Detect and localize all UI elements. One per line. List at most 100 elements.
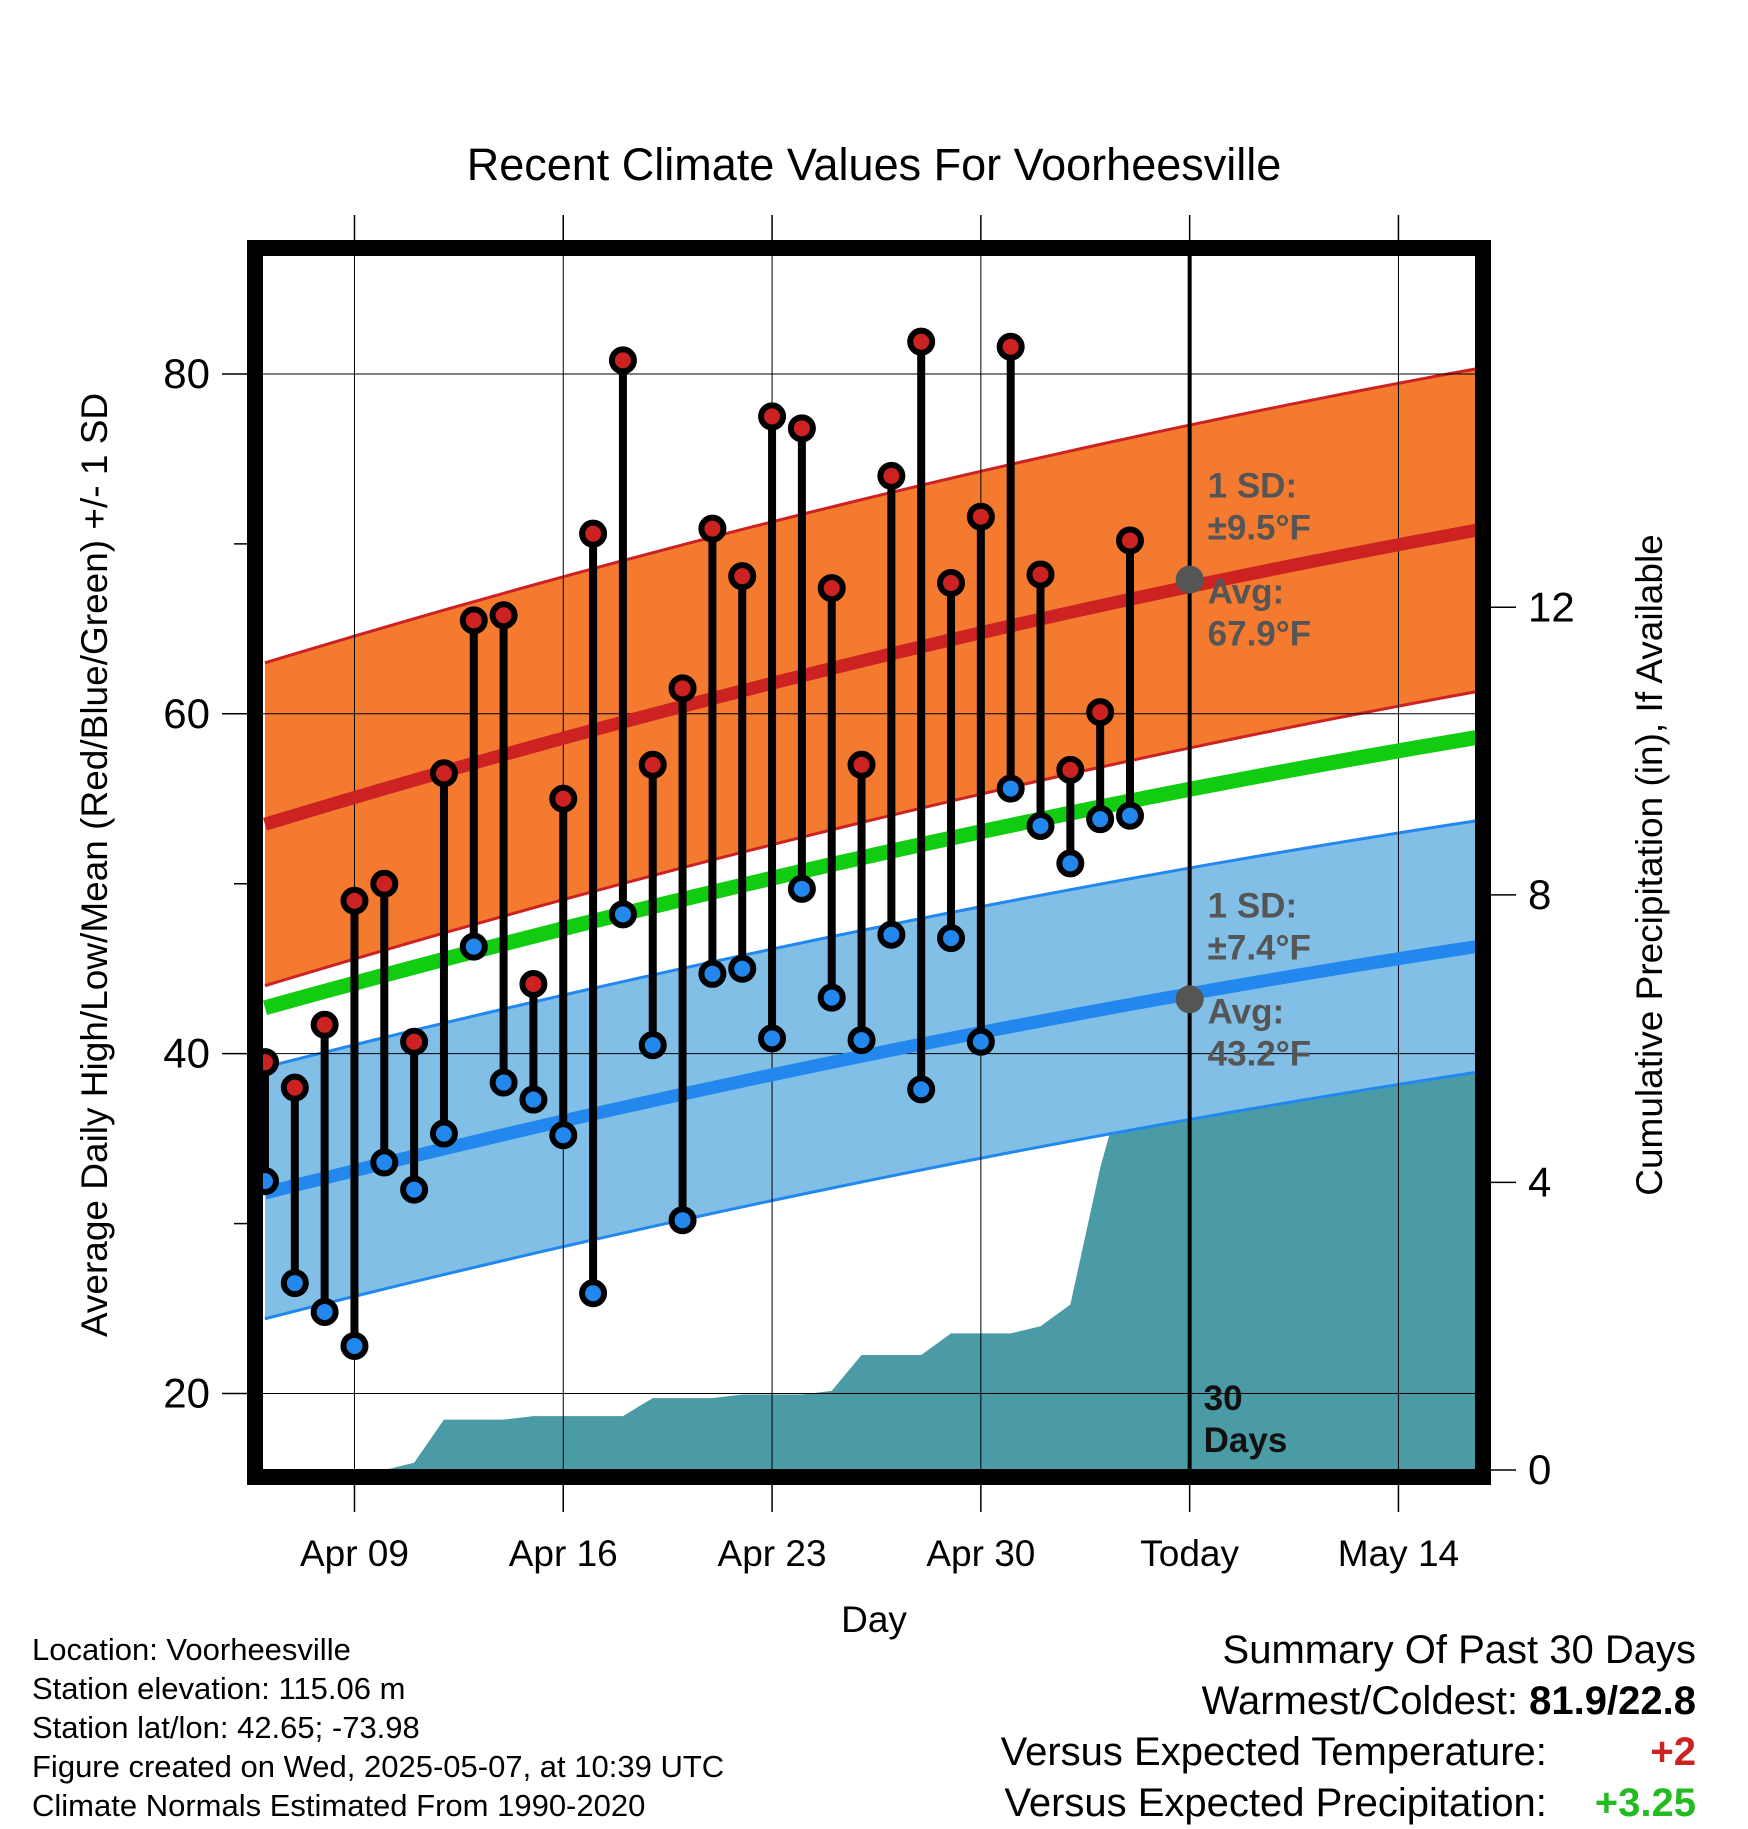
y-tick-label: 20 xyxy=(163,1370,210,1417)
observed-low-point xyxy=(400,1175,429,1204)
observed-high-point xyxy=(877,461,906,490)
summary-warmcold: Warmest/Coldest: 81.9/22.8 xyxy=(1001,1676,1696,1727)
observed-high-point xyxy=(966,502,995,531)
observed-high-point xyxy=(1086,698,1115,727)
observed-high-point xyxy=(758,402,787,431)
observed-low-point xyxy=(847,1026,876,1055)
low-sd-band xyxy=(264,820,1476,1319)
observed-low-point xyxy=(459,932,488,961)
observed-high-point xyxy=(937,568,966,597)
observed-high-point xyxy=(847,750,876,779)
y2-tick-label: 12 xyxy=(1528,583,1575,630)
chart-title: Recent Climate Values For Voorheesville xyxy=(467,139,1282,190)
observed-high-point xyxy=(907,327,936,356)
observed-high-point xyxy=(1115,526,1144,555)
observed-low-point xyxy=(549,1121,578,1150)
observed-high-point xyxy=(549,784,578,813)
observed-high-point xyxy=(310,1010,339,1039)
observed-low-point xyxy=(728,954,757,983)
observed-low-point xyxy=(519,1085,548,1114)
observed-low-point xyxy=(1026,811,1055,840)
x-tick-label: Apr 30 xyxy=(926,1533,1035,1574)
created-text: Figure created on Wed, 2025-05-07, at 10… xyxy=(32,1749,725,1784)
observed-high-point xyxy=(698,514,727,543)
days-count-label: 30 xyxy=(1204,1379,1243,1418)
y2-axis-label: Cumulative Precipitation (in), If Availa… xyxy=(1629,534,1670,1196)
observed-low-point xyxy=(579,1279,608,1308)
temp-value: +2 xyxy=(1650,1730,1696,1774)
y-axis-label: Average Daily High/Low/Mean (Red/Blue/Gr… xyxy=(74,393,115,1337)
observed-low-point xyxy=(668,1206,697,1235)
observed-low-point xyxy=(280,1269,309,1298)
observed-low-point xyxy=(429,1119,458,1148)
high-sd-upper-edge xyxy=(264,367,1477,665)
y-tick-label: 40 xyxy=(163,1030,210,1077)
observed-high-point xyxy=(1026,560,1055,589)
low-sd-upper-edge xyxy=(264,819,1477,1069)
observed-low-point xyxy=(758,1024,787,1053)
observed-high-point xyxy=(668,674,697,703)
low-avg-label: Avg: xyxy=(1208,992,1284,1031)
low-sd-lower-edge xyxy=(264,1070,1477,1321)
observed-high-point xyxy=(608,346,637,375)
low-sd-value: ±7.4°F xyxy=(1208,928,1311,967)
normal-low-line xyxy=(263,940,1477,1200)
elevation-text: Station elevation: 115.06 m xyxy=(32,1671,406,1706)
observed-low-point xyxy=(996,774,1025,803)
observed-low-point xyxy=(1086,805,1115,834)
x-axis-label: Day xyxy=(841,1599,907,1640)
observed-high-point xyxy=(638,750,667,779)
y-tick-label: 60 xyxy=(163,690,210,737)
observed-low-point xyxy=(787,874,816,903)
latlon-text: Station lat/lon: 42.65; -73.98 xyxy=(32,1710,420,1745)
observed-low-point xyxy=(937,924,966,953)
precip-value: +3.25 xyxy=(1594,1781,1696,1825)
observed-high-point xyxy=(400,1027,429,1056)
x-tick-label: Apr 23 xyxy=(718,1533,827,1574)
observed-low-point xyxy=(370,1148,399,1177)
normals-text: Climate Normals Estimated From 1990-2020 xyxy=(32,1788,646,1823)
observed-high-point xyxy=(280,1073,309,1102)
precip-label: Versus Expected Precipitation: xyxy=(1004,1781,1547,1825)
today-low-avg-marker xyxy=(1175,985,1204,1014)
observed-high-point xyxy=(370,869,399,898)
summary-title: Summary Of Past 30 Days xyxy=(1222,1628,1696,1672)
plot-frame xyxy=(247,240,1491,1485)
observed-high-point xyxy=(489,601,518,630)
observed-low-point xyxy=(966,1027,995,1056)
x-tick-label: May 14 xyxy=(1338,1533,1459,1574)
high-sd-label: 1 SD: xyxy=(1208,467,1297,506)
observed-low-point xyxy=(907,1075,936,1104)
observed-high-point xyxy=(787,414,816,443)
y-tick-label: 80 xyxy=(163,350,210,397)
temp-label: Versus Expected Temperature: xyxy=(1000,1730,1547,1774)
x-tick-label: Today xyxy=(1140,1533,1239,1574)
observed-low-point xyxy=(1115,801,1144,830)
observed-low-point xyxy=(489,1068,518,1097)
observed-high-point xyxy=(459,606,488,635)
high-avg-label: Avg: xyxy=(1208,573,1284,612)
days-word-label: Days xyxy=(1204,1421,1288,1460)
y2-tick-label: 4 xyxy=(1528,1158,1551,1205)
observed-low-point xyxy=(638,1031,667,1060)
observed-low-point xyxy=(608,900,637,929)
summary-temp: Versus Expected Temperature: +2 xyxy=(1001,1727,1696,1778)
high-sd-lower-edge xyxy=(264,690,1477,988)
observed-high-point xyxy=(579,519,608,548)
observed-low-point xyxy=(698,959,727,988)
summary-panel: Summary Of Past 30 Days Warmest/Coldest:… xyxy=(1001,1625,1696,1829)
low-sd-label: 1 SD: xyxy=(1208,886,1297,925)
station-info: Location: Voorheesville Station elevatio… xyxy=(32,1630,724,1825)
x-tick-label: Apr 16 xyxy=(509,1533,618,1574)
normal-high-line xyxy=(263,523,1478,831)
observed-high-point xyxy=(728,562,757,591)
location-text: Location: Voorheesville xyxy=(32,1632,351,1667)
today-high-avg-marker xyxy=(1175,565,1204,594)
warmcold-value: 81.9/22.8 xyxy=(1529,1679,1696,1723)
observed-low-point xyxy=(340,1331,369,1360)
observed-high-point xyxy=(996,332,1025,361)
observed-high-point xyxy=(429,759,458,788)
high-avg-value: 67.9°F xyxy=(1208,615,1312,654)
